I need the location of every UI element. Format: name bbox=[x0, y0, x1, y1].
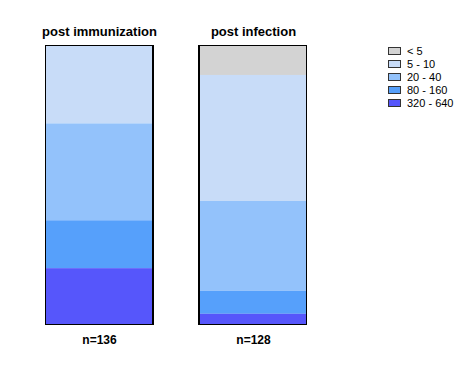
svg-text:post infection: post infection bbox=[211, 24, 296, 39]
html-text:5 - 10: 5 - 10 bbox=[407, 57, 436, 70]
html-text:80 - 160: 80 - 160 bbox=[407, 83, 448, 96]
html-text:< 5: < 5 bbox=[407, 44, 423, 57]
svg-text:n=136: n=136 bbox=[82, 333, 117, 347]
svg-text:post immunization: post immunization bbox=[42, 24, 157, 39]
html-text:320 - 640: 320 - 640 bbox=[407, 96, 454, 109]
svg-text:n=128: n=128 bbox=[236, 333, 271, 347]
html-text:20 - 40: 20 - 40 bbox=[407, 70, 442, 83]
